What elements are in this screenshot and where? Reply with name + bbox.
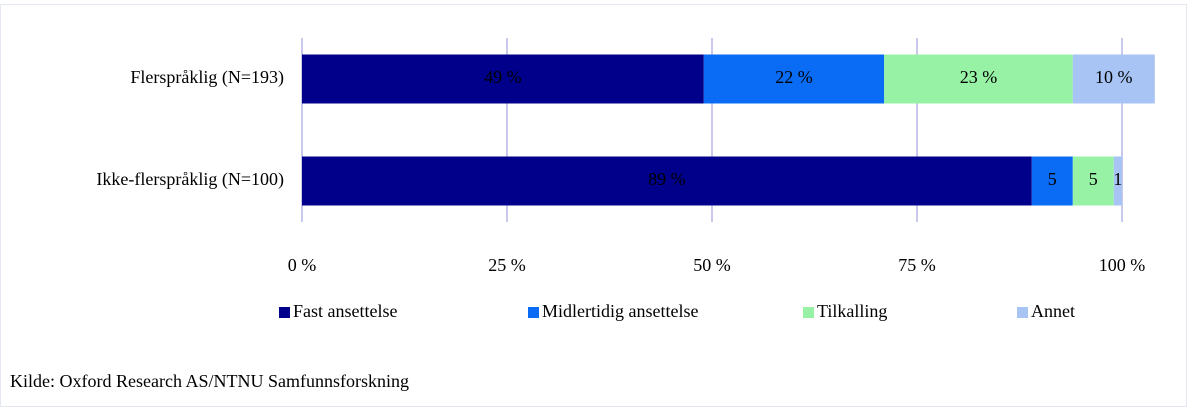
y-tick-label: Ikke-flerspråklig (N=100)	[96, 169, 284, 190]
data-label: 5	[1089, 169, 1098, 189]
legend-label: Tilkalling	[817, 301, 887, 321]
data-label: 23 %	[960, 67, 998, 87]
legend-label: Midlertidig ansettelse	[542, 301, 698, 321]
legend-swatch	[528, 307, 539, 318]
x-tick-label: 100 %	[1099, 255, 1146, 275]
x-tick-label: 25 %	[488, 255, 526, 275]
source: Kilde: Oxford Research AS/NTNU Samfunnsf…	[10, 371, 409, 391]
data-label: 49 %	[484, 67, 522, 87]
data-label: 89 %	[648, 169, 686, 189]
y-tick-label: Flerspråklig (N=193)	[130, 67, 284, 88]
legend-label: Fast ansettelse	[293, 301, 397, 321]
legend-swatch	[279, 307, 290, 318]
legend-swatch	[803, 307, 814, 318]
legend-swatch	[1017, 307, 1028, 318]
x-tick-label: 50 %	[693, 255, 731, 275]
bar-segment	[703, 54, 885, 104]
x-tick-label: 0 %	[288, 255, 317, 275]
legend-label: Annet	[1031, 301, 1075, 321]
data-label: 10 %	[1095, 67, 1133, 87]
bar-segment	[1072, 54, 1155, 104]
bar-segment	[884, 54, 1073, 104]
data-label: 5	[1048, 169, 1057, 189]
bar-segment	[1031, 156, 1073, 206]
bar-segment	[1113, 156, 1122, 206]
bar-segment	[302, 156, 1032, 206]
data-label: 22 %	[775, 67, 813, 87]
bar-segment	[1072, 156, 1114, 206]
bar-segment	[302, 54, 704, 104]
data-label: 1	[1113, 169, 1122, 189]
x-tick-label: 75 %	[898, 255, 936, 275]
